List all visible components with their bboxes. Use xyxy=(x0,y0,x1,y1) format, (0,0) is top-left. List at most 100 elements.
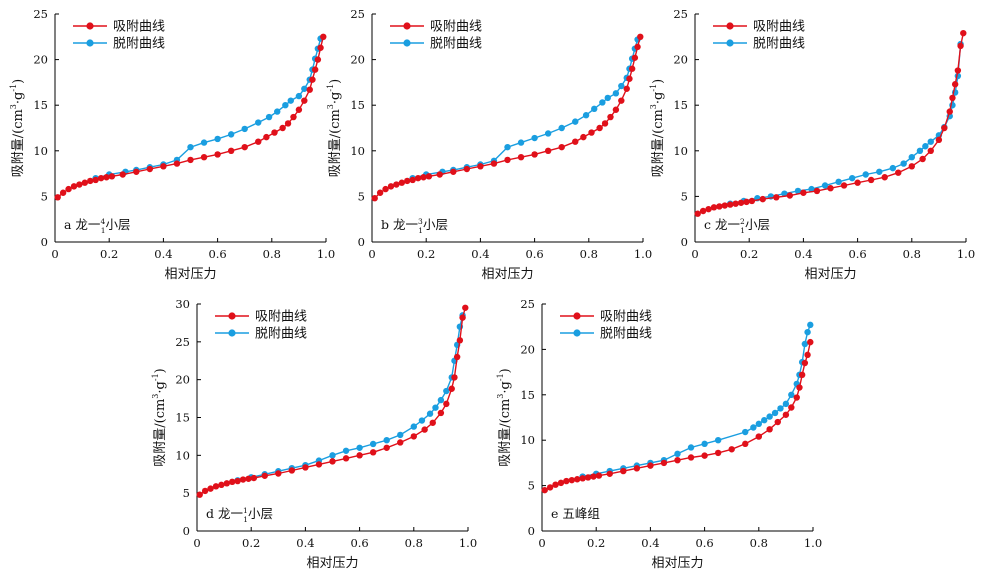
y-tick-label: 0 xyxy=(183,524,190,538)
y-tick-label: 5 xyxy=(358,189,365,203)
legend-marker xyxy=(228,312,236,320)
desorption-point xyxy=(766,413,773,420)
adsorption-point xyxy=(558,143,565,151)
y-tick-label: 15 xyxy=(33,98,48,112)
adsorption-point xyxy=(798,371,806,379)
desorption-point xyxy=(612,90,620,97)
x-tick-label: 0.8 xyxy=(580,247,598,261)
adsorption-point xyxy=(227,147,235,154)
chart-panel-b: 0 0.2 0.4 0.6 0.8 1.0 0 5 10 15 20 25 相对压力 吸附量/(cm3·g… xyxy=(326,7,652,282)
adsorption-point xyxy=(755,433,762,440)
adsorption-point xyxy=(788,404,795,411)
adsorption-point xyxy=(584,474,592,481)
y-tick-label: 15 xyxy=(673,98,688,112)
x-tick-label: 0.8 xyxy=(903,247,921,261)
adsorption-point xyxy=(214,151,221,158)
x-axis-title: 相对压力 xyxy=(804,267,856,282)
adsorption-point xyxy=(306,86,313,93)
adsorption-point xyxy=(949,94,956,102)
adsorption-point xyxy=(800,189,807,196)
adsorption-point xyxy=(200,153,208,161)
desorption-point xyxy=(889,164,897,172)
panel-label: b 龙一3 1小层 xyxy=(381,217,448,235)
adsorption-point xyxy=(275,470,282,477)
adsorption-point xyxy=(620,467,627,475)
adsorption-point xyxy=(397,439,404,446)
adsorption-point xyxy=(557,479,565,487)
adsorption-point xyxy=(437,409,445,417)
adsorption-point xyxy=(674,456,681,464)
adsorption-point xyxy=(420,174,427,181)
desorption-point xyxy=(782,400,790,408)
adsorption-point xyxy=(223,480,231,487)
adsorption-point xyxy=(612,106,620,113)
adsorption-point xyxy=(212,483,220,490)
y-tick-label: 10 xyxy=(520,433,535,447)
adsorption-point xyxy=(383,444,390,451)
adsorption-point xyxy=(728,446,735,453)
desorption-point xyxy=(788,391,795,398)
x-tick-label: 0.2 xyxy=(587,536,605,550)
adsorption-point xyxy=(637,33,644,40)
desorption-point xyxy=(255,119,262,126)
y-tick-label: 25 xyxy=(33,7,48,21)
adsorption-point xyxy=(607,113,614,121)
adsorption-point xyxy=(453,353,461,361)
adsorption-point xyxy=(376,189,384,196)
desorption-point xyxy=(295,92,303,100)
desorption-point xyxy=(687,444,695,451)
x-tick-label: 0.4 xyxy=(794,247,812,261)
adsorption-point xyxy=(239,476,247,483)
desorption-point xyxy=(410,423,417,430)
adsorption-point xyxy=(234,477,241,485)
legend-label: 脱附曲线 xyxy=(753,37,805,52)
desorption-point xyxy=(781,190,788,197)
y-tick-label: 0 xyxy=(358,235,365,249)
adsorption-point xyxy=(196,491,203,498)
desorption-point xyxy=(397,431,404,439)
x-tick-label: 0.4 xyxy=(471,247,489,261)
adsorption-point xyxy=(595,472,603,479)
x-tick-label: 0.6 xyxy=(848,247,866,261)
adsorption-point xyxy=(451,374,458,381)
adsorption-point xyxy=(314,56,322,63)
desorption-line xyxy=(582,324,811,478)
desorption-point xyxy=(504,143,511,151)
adsorption-point xyxy=(409,176,416,184)
desorption-point xyxy=(517,139,525,146)
adsorption-point xyxy=(133,168,140,175)
y-axis-title: 吸附量/(cm3·g-1) xyxy=(496,368,513,467)
adsorption-point xyxy=(596,124,603,132)
adsorption-point xyxy=(541,486,548,494)
adsorption-series xyxy=(54,33,327,201)
panel-label: a 龙一4 1小层 xyxy=(64,217,131,235)
adsorption-point xyxy=(263,133,270,141)
legend-marker xyxy=(86,39,94,47)
adsorption-point xyxy=(255,138,262,145)
adsorption-point xyxy=(946,108,953,115)
y-axis-title: 吸附量/(cm3·g-1) xyxy=(151,368,168,467)
legend-label: 吸附曲线 xyxy=(430,20,482,35)
adsorption-point xyxy=(813,187,821,195)
y-tick-label: 20 xyxy=(350,53,365,67)
adsorption-point xyxy=(732,200,739,207)
desorption-point xyxy=(241,125,248,133)
x-tick-label: 1.0 xyxy=(317,247,335,261)
adsorption-point xyxy=(250,474,258,482)
adsorption-point xyxy=(867,176,875,184)
desorption-point xyxy=(227,131,235,138)
adsorption-point xyxy=(173,160,181,167)
y-tick-label: 20 xyxy=(175,373,190,387)
adsorption-point xyxy=(342,455,350,462)
panel-label: e 五峰组 xyxy=(551,506,600,521)
y-tick-label: 15 xyxy=(520,388,535,402)
x-tick-label: 0.8 xyxy=(405,536,423,550)
desorption-line xyxy=(730,44,962,205)
desorption-series xyxy=(727,40,964,207)
x-tick-label: 0 xyxy=(538,536,545,550)
desorption-point xyxy=(582,112,590,119)
desorption-point xyxy=(200,139,208,146)
adsorption-point xyxy=(421,426,428,433)
adsorption-point xyxy=(588,129,595,136)
adsorption-point xyxy=(119,171,126,178)
